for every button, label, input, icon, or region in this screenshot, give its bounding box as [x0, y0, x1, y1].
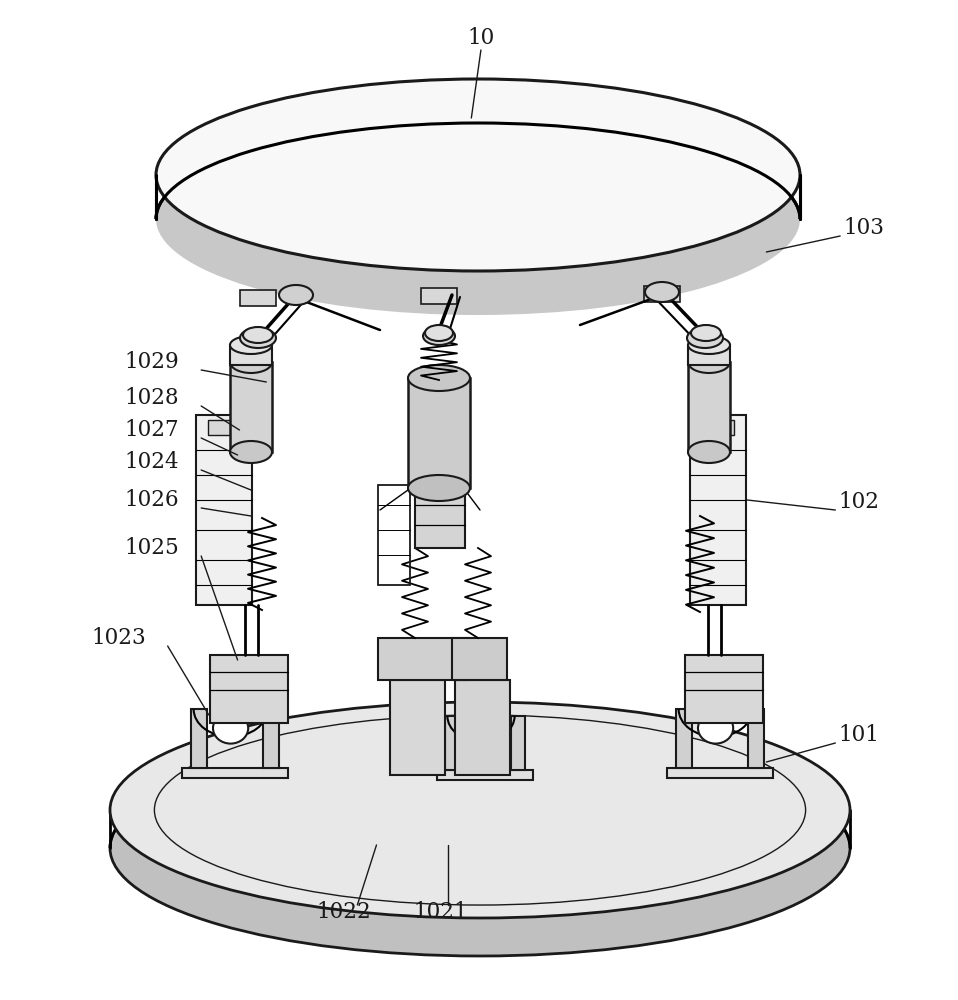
- Ellipse shape: [110, 702, 850, 918]
- Text: 10: 10: [468, 27, 494, 49]
- Ellipse shape: [645, 282, 679, 302]
- Ellipse shape: [240, 328, 276, 348]
- Ellipse shape: [688, 351, 730, 373]
- Bar: [445, 716, 460, 770]
- Bar: [191, 709, 207, 768]
- Ellipse shape: [688, 441, 730, 463]
- Bar: [390, 680, 445, 775]
- Bar: [685, 655, 763, 723]
- Bar: [511, 716, 525, 770]
- Bar: [196, 415, 252, 605]
- Ellipse shape: [423, 327, 455, 345]
- Ellipse shape: [230, 441, 272, 463]
- Ellipse shape: [688, 336, 730, 354]
- Ellipse shape: [110, 740, 850, 956]
- Text: 103: 103: [843, 217, 884, 239]
- Text: 1022: 1022: [316, 901, 371, 923]
- Ellipse shape: [698, 713, 733, 744]
- Bar: [210, 655, 288, 723]
- Ellipse shape: [687, 328, 723, 348]
- Ellipse shape: [465, 719, 497, 748]
- Bar: [230, 362, 272, 452]
- Bar: [690, 415, 746, 605]
- Bar: [408, 378, 470, 488]
- Text: 1025: 1025: [125, 537, 179, 559]
- Bar: [182, 768, 287, 778]
- Bar: [748, 709, 764, 768]
- Ellipse shape: [156, 79, 800, 271]
- Text: 1021: 1021: [414, 901, 468, 923]
- Bar: [676, 709, 692, 768]
- Text: 1023: 1023: [91, 627, 146, 649]
- Ellipse shape: [691, 325, 721, 341]
- Bar: [437, 770, 533, 780]
- Ellipse shape: [230, 336, 272, 354]
- Ellipse shape: [243, 327, 273, 343]
- Ellipse shape: [408, 365, 470, 391]
- Bar: [702, 420, 734, 435]
- Bar: [415, 488, 465, 548]
- Ellipse shape: [156, 123, 800, 315]
- Ellipse shape: [425, 325, 453, 341]
- Bar: [208, 420, 240, 435]
- Text: 1027: 1027: [125, 419, 179, 441]
- Text: 1029: 1029: [125, 351, 179, 373]
- Text: 101: 101: [838, 724, 879, 746]
- Bar: [688, 345, 730, 365]
- Bar: [240, 290, 276, 306]
- Ellipse shape: [408, 475, 470, 501]
- Bar: [263, 709, 279, 768]
- Bar: [378, 485, 410, 585]
- Text: 1028: 1028: [125, 387, 179, 409]
- Bar: [688, 362, 730, 452]
- Ellipse shape: [213, 713, 248, 744]
- Bar: [421, 288, 457, 304]
- Bar: [452, 638, 507, 680]
- Ellipse shape: [279, 285, 313, 305]
- Bar: [230, 345, 272, 365]
- Bar: [455, 680, 510, 775]
- Ellipse shape: [230, 351, 272, 373]
- Bar: [378, 638, 468, 680]
- Text: 1026: 1026: [125, 489, 179, 511]
- Bar: [644, 286, 680, 302]
- Bar: [667, 768, 773, 778]
- Text: 1024: 1024: [125, 451, 179, 473]
- Text: 102: 102: [838, 491, 879, 513]
